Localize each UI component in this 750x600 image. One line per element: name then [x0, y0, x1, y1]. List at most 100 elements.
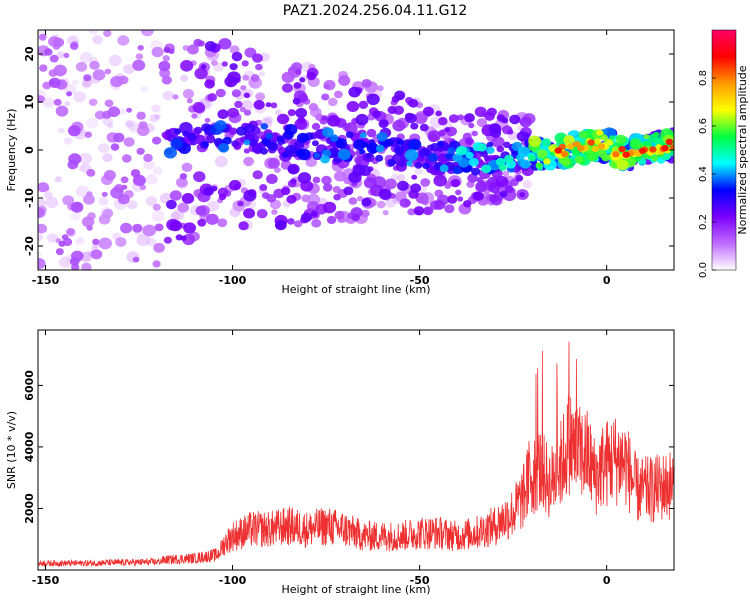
heatmap-cell: [141, 30, 154, 37]
heatmap-cell: [197, 40, 205, 47]
heatmap-cell: [227, 107, 240, 118]
heatmap-cell: [89, 60, 100, 70]
heatmap-cell: [543, 158, 551, 165]
heatmap-cell: [132, 59, 146, 71]
heatmap-cell: [560, 150, 569, 158]
heatmap-cell: [243, 109, 252, 116]
heatmap-cell: [181, 193, 195, 204]
heatmap-cell: [509, 114, 521, 125]
heatmap-cell: [202, 141, 209, 148]
heatmap-cell: [61, 234, 69, 241]
heatmap-cell: [578, 130, 588, 139]
heatmap-cell: [46, 233, 59, 243]
heatmap-cell: [322, 201, 337, 214]
heatmap-cell: [108, 54, 122, 67]
heatmap-cell: [311, 140, 319, 147]
heatmap-x-ticks: -150 -100 -50 0: [32, 30, 611, 287]
heatmap-cell: [165, 129, 172, 135]
x-tick-label: -150: [32, 274, 60, 287]
heatmap-cell: [110, 186, 124, 199]
colorbar-tick-label: 0.6: [698, 118, 709, 134]
heatmap-cell: [322, 127, 334, 138]
heatmap-cell: [376, 200, 386, 209]
heatmap-cell: [38, 223, 48, 234]
heatmap-cell: [481, 164, 492, 174]
heatmap-cell: [66, 228, 75, 236]
snr-panel: -150 -100 -50 0 2000 4000 6000 Height of stra…: [5, 329, 675, 596]
heatmap-cell: [231, 140, 240, 148]
heatmap-cell: [467, 173, 478, 183]
heatmap-cell: [554, 147, 562, 154]
heatmap-cell: [528, 135, 542, 147]
heatmap-cell: [255, 63, 263, 71]
heatmap-cell: [125, 120, 134, 128]
heatmap-cell: [397, 180, 409, 191]
heatmap-cell: [136, 147, 145, 155]
heatmap-cell: [182, 88, 195, 99]
snr-frame: [37, 329, 675, 571]
heatmap-cell: [38, 95, 45, 103]
heatmap-cell: [204, 41, 217, 52]
heatmap-cell: [120, 222, 133, 234]
heatmap-cell: [438, 129, 446, 137]
heatmap-cell: [90, 249, 103, 260]
heatmap-cell: [56, 51, 65, 59]
heatmap-cell: [262, 192, 270, 200]
heatmap-cell: [264, 116, 274, 124]
heatmap-cell: [38, 258, 46, 269]
heatmap-cell: [67, 125, 81, 137]
heatmap-cell: [86, 169, 96, 177]
heatmap-cell: [81, 262, 92, 270]
heatmap-cell: [84, 131, 93, 138]
heatmap-cell: [519, 192, 526, 198]
heatmap-cell: [152, 136, 162, 145]
heatmap-cell: [271, 209, 278, 215]
heatmap-cell: [649, 146, 657, 153]
heatmap-cell: [265, 132, 274, 140]
heatmap-cell: [83, 194, 95, 205]
heatmap-cell: [195, 205, 207, 216]
heatmap-cell: [243, 189, 257, 202]
heatmap-cell: [70, 201, 84, 213]
heatmap-cell: [563, 135, 575, 145]
heatmap-cell: [154, 114, 161, 120]
heatmap-cell: [468, 122, 475, 129]
heatmap-cell: [132, 223, 143, 233]
heatmap-cell: [285, 144, 297, 155]
heatmap-cell: [615, 134, 627, 144]
heatmap-cell: [123, 64, 135, 75]
heatmap-cell: [638, 147, 647, 155]
heatmap-cell: [415, 192, 429, 204]
heatmap-cell: [63, 137, 73, 145]
heatmap-cell: [86, 191, 93, 197]
heatmap-cell: [81, 216, 95, 228]
heatmap-cell: [396, 139, 405, 146]
heatmap-cell: [499, 190, 508, 198]
heatmap-cell: [413, 206, 425, 216]
heatmap-cell: [287, 218, 295, 225]
heatmap-cell: [135, 53, 144, 60]
heatmap-cell: [183, 222, 197, 234]
heatmap-cell: [152, 260, 161, 268]
heatmap-cell: [410, 183, 422, 193]
heatmap-cell: [53, 64, 67, 77]
heatmap-cell: [422, 162, 430, 170]
heatmap-cell: [419, 123, 429, 132]
heatmap-cell: [281, 152, 289, 159]
heatmap-cell: [151, 46, 164, 58]
heatmap-cell: [48, 77, 61, 89]
heatmap-cell: [130, 169, 141, 178]
heatmap-cell: [177, 202, 189, 213]
heatmap-cell: [344, 122, 358, 134]
heatmap-cell: [163, 147, 177, 159]
heatmap-cell: [38, 207, 45, 218]
x-tick-label: -100: [219, 574, 247, 587]
heatmap-cell: [408, 99, 419, 108]
heatmap-cell: [276, 135, 285, 143]
heatmap-cell: [596, 129, 603, 136]
heatmap-cell: [231, 89, 241, 98]
heatmap-cell: [38, 182, 49, 193]
heatmap-cell: [260, 147, 268, 155]
heatmap-cell: [214, 155, 228, 168]
heatmap-cell: [448, 114, 459, 123]
